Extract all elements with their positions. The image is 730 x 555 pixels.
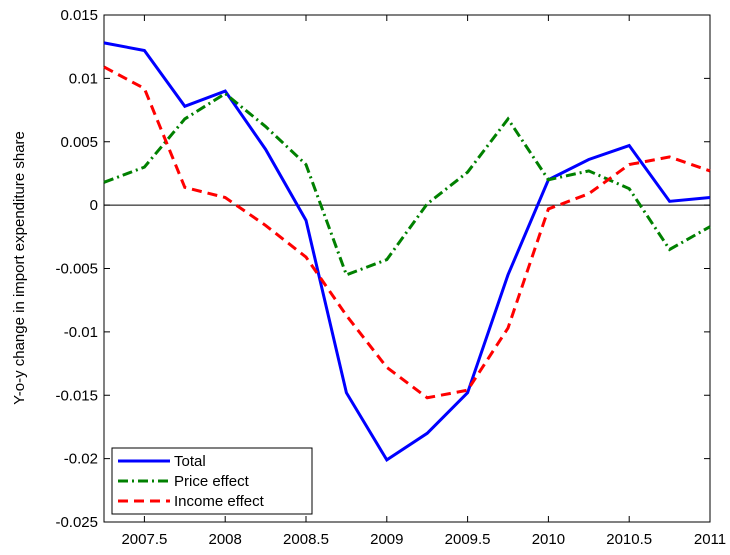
y-tick-label: -0.025 — [55, 514, 98, 531]
legend-label: Total — [174, 453, 206, 470]
x-tick-label: 2008 — [209, 531, 242, 548]
x-tick-label: 2009.5 — [445, 531, 491, 548]
series-line — [103, 91, 711, 277]
x-tick-label: 2009 — [370, 531, 403, 548]
x-tick-label: 2010 — [532, 531, 565, 548]
y-tick-label: -0.015 — [55, 387, 98, 404]
y-tick-label: 0 — [90, 197, 98, 214]
axes-box — [103, 14, 711, 523]
y-tick-label: 0.015 — [60, 7, 98, 24]
series-line — [103, 65, 711, 400]
x-tick-label: 2011 — [694, 531, 726, 548]
legend-label: Income effect — [174, 493, 265, 510]
y-tick-label: -0.01 — [64, 324, 98, 341]
x-tick-label: 2010.5 — [606, 531, 652, 548]
x-tick-label: 2008.5 — [283, 531, 329, 548]
legend-label: Price effect — [174, 473, 250, 490]
y-axis-label: Y-o-y change in import expenditure share — [11, 131, 28, 405]
y-tick-label: -0.02 — [64, 451, 98, 468]
y-tick-label: -0.005 — [55, 261, 98, 278]
y-tick-label: 0.005 — [60, 134, 98, 151]
y-tick-label: 0.01 — [69, 70, 98, 87]
x-tick-label: 2007.5 — [121, 531, 167, 548]
series-line — [103, 41, 711, 463]
